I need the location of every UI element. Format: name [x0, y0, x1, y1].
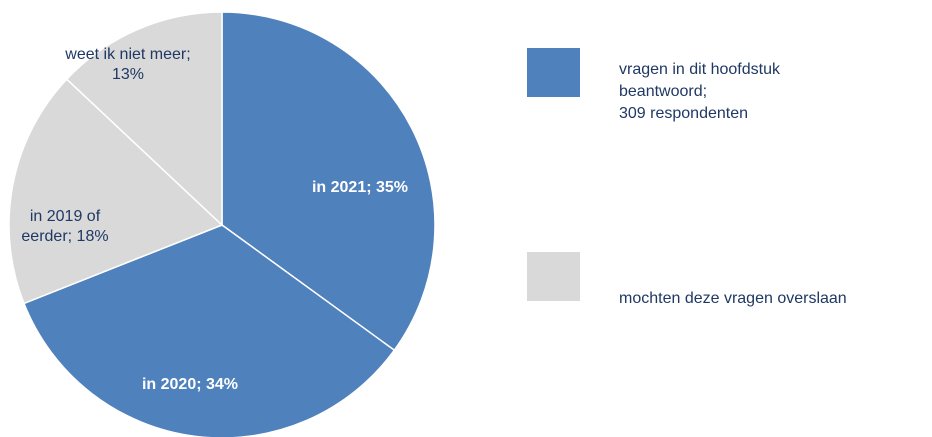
pie-slice-label-line: 13% — [112, 66, 144, 83]
pie-slice-label-3: in 2019 of eerder; 18% — [21, 208, 108, 245]
pie-slice-label-4: weet ik niet meer; 13% — [64, 46, 190, 83]
pie-slices — [8, 11, 436, 437]
pie-slice-label-line: in 2021; 35% — [312, 179, 408, 196]
legend-label-line: vragen in dit hoofdstuk — [619, 61, 781, 78]
pie-slice-4 — [65, 11, 223, 227]
legend-label-line: mochten deze vragen overslaan — [619, 290, 847, 307]
legend-swatch-skipped — [527, 252, 580, 301]
pie-slice-label-2: in 2020; 34% — [142, 376, 238, 393]
legend-label-skipped: mochten deze vragen overslaan — [619, 290, 847, 307]
pie-slice-3 — [8, 78, 224, 305]
pie-slice-label-line: in 2020; 34% — [142, 376, 238, 393]
pie-slice-label-line: weet ik niet meer; — [64, 46, 190, 63]
legend-label-answered: vragen in dit hoofdstuk beantwoord; 309 re… — [619, 61, 781, 122]
pie-slice-labels: in 2021; 35% in 2020; 34% in 2019 of eerder… — [21, 46, 408, 393]
legend-label-line: beantwoord; — [619, 83, 707, 100]
pie-slice-label-1: in 2021; 35% — [312, 179, 408, 196]
legend: vragen in dit hoofdstuk beantwoord; 309 re… — [527, 48, 847, 307]
legend-swatch-answered — [527, 48, 580, 97]
pie-slice-label-line: in 2019 of — [30, 208, 101, 225]
pie-slice-1 — [221, 11, 436, 352]
pie-slice-label-line: eerder; 18% — [21, 228, 108, 245]
pie-slice-2 — [22, 224, 396, 437]
legend-label-line: 309 respondenten — [619, 105, 748, 122]
